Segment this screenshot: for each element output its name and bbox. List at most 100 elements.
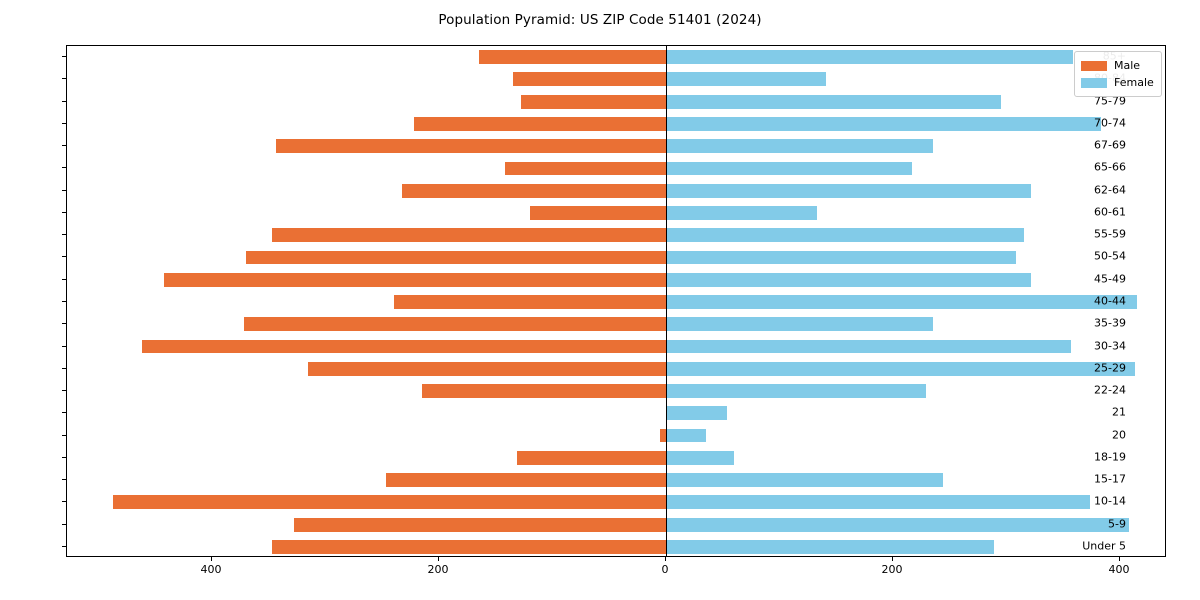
bar-row	[67, 517, 1165, 532]
y-axis-tick-mark	[62, 345, 66, 347]
x-axis-tick-mark	[892, 557, 893, 561]
bar-male	[243, 317, 666, 332]
y-axis-tick-label: 50-54	[1094, 249, 1126, 263]
bar-row	[67, 183, 1165, 198]
bar-male	[660, 428, 666, 443]
y-axis-tick-label: 75-79	[1094, 94, 1126, 108]
bar-male	[478, 50, 666, 65]
bar-row	[67, 295, 1165, 309]
bar-female	[666, 450, 735, 465]
bar-female	[666, 72, 827, 87]
bar-row	[67, 406, 1165, 421]
y-axis-tick-mark	[62, 367, 66, 369]
y-axis-tick-label: 35-39	[1094, 316, 1126, 330]
bar-female	[666, 295, 1138, 309]
y-axis-tick-label: 30-34	[1094, 339, 1126, 353]
y-axis-tick-mark	[62, 122, 66, 124]
x-axis-tick-label: 400	[200, 563, 222, 576]
bar-female	[666, 517, 1130, 532]
y-axis-tick-mark	[62, 390, 66, 392]
x-axis-tick-mark	[665, 557, 666, 561]
y-axis-tick-label: 18-19	[1094, 450, 1126, 464]
bar-female	[666, 339, 1072, 354]
bar-male	[164, 272, 666, 287]
bar-female	[666, 473, 943, 487]
y-axis-tick-mark	[62, 100, 66, 102]
bar-row	[67, 72, 1165, 87]
bar-male	[308, 361, 666, 376]
bar-male	[272, 228, 666, 243]
bar-male	[246, 250, 666, 265]
y-axis-tick-label: 62-64	[1094, 183, 1126, 197]
bar-row	[67, 139, 1165, 154]
bar-row	[67, 428, 1165, 443]
y-axis-tick-label: 60-61	[1094, 205, 1126, 219]
y-axis-tick-mark	[62, 189, 66, 191]
x-axis-tick-label: 0	[661, 563, 669, 576]
bar-male	[421, 384, 666, 398]
bar-male	[520, 94, 666, 109]
bar-female	[666, 539, 994, 554]
bar-male	[401, 183, 666, 198]
bar-female	[666, 94, 1001, 109]
bar-row	[67, 94, 1165, 109]
y-axis-tick-mark	[62, 167, 66, 169]
y-axis-tick-mark	[62, 211, 66, 213]
y-axis-tick-mark	[62, 412, 66, 414]
bar-female	[666, 50, 1074, 65]
bar-male	[275, 139, 666, 154]
bar-female	[666, 139, 933, 154]
chart-legend: Male Female	[1074, 51, 1162, 97]
bar-row	[67, 539, 1165, 554]
y-axis-tick-mark	[62, 56, 66, 58]
y-axis-tick-mark	[62, 434, 66, 436]
y-axis-tick-mark	[62, 501, 66, 503]
y-axis-tick-mark	[62, 323, 66, 325]
y-axis-tick-label: 25-29	[1094, 361, 1126, 375]
y-axis-tick-mark	[62, 456, 66, 458]
x-axis-tick-mark	[211, 557, 212, 561]
x-axis-tick-mark	[438, 557, 439, 561]
y-axis-tick-mark	[62, 479, 66, 481]
bar-female	[666, 317, 933, 332]
y-axis-tick-label: 45-49	[1094, 272, 1126, 286]
bar-row	[67, 495, 1165, 510]
y-axis-tick-label: 40-44	[1094, 294, 1126, 308]
y-axis-tick-label: Under 5	[1082, 539, 1126, 553]
bar-female	[666, 406, 728, 421]
bar-female	[666, 495, 1091, 510]
y-axis-tick-label: 21	[1112, 405, 1126, 419]
bar-row	[67, 384, 1165, 398]
bar-female	[666, 272, 1032, 287]
bar-row	[67, 317, 1165, 332]
bar-row	[67, 473, 1165, 487]
y-axis-tick-mark	[62, 523, 66, 525]
bar-female	[666, 384, 926, 398]
legend-label: Female	[1114, 76, 1154, 89]
bar-row	[67, 272, 1165, 287]
bar-female	[666, 161, 913, 176]
bar-male	[113, 495, 666, 510]
legend-swatch	[1081, 60, 1107, 71]
bar-female	[666, 117, 1101, 131]
bar-female	[666, 250, 1016, 265]
y-axis-tick-label: 65-66	[1094, 160, 1126, 174]
x-axis-tick-label: 400	[1108, 563, 1130, 576]
y-axis-tick-label: 10-14	[1094, 494, 1126, 508]
bar-row	[67, 117, 1165, 131]
bars-container	[67, 46, 1165, 556]
bar-row	[67, 161, 1165, 176]
bar-male	[385, 473, 666, 487]
bar-male	[504, 161, 666, 176]
bar-female	[666, 183, 1032, 198]
plot-area	[66, 45, 1166, 557]
y-axis-tick-label: 20	[1112, 428, 1126, 442]
bar-male	[414, 117, 666, 131]
bar-row	[67, 50, 1165, 65]
y-axis-tick-mark	[62, 545, 66, 547]
y-axis-tick-label: 55-59	[1094, 227, 1126, 241]
bar-male	[293, 517, 666, 532]
bar-female	[666, 428, 706, 443]
bar-male	[529, 206, 666, 220]
